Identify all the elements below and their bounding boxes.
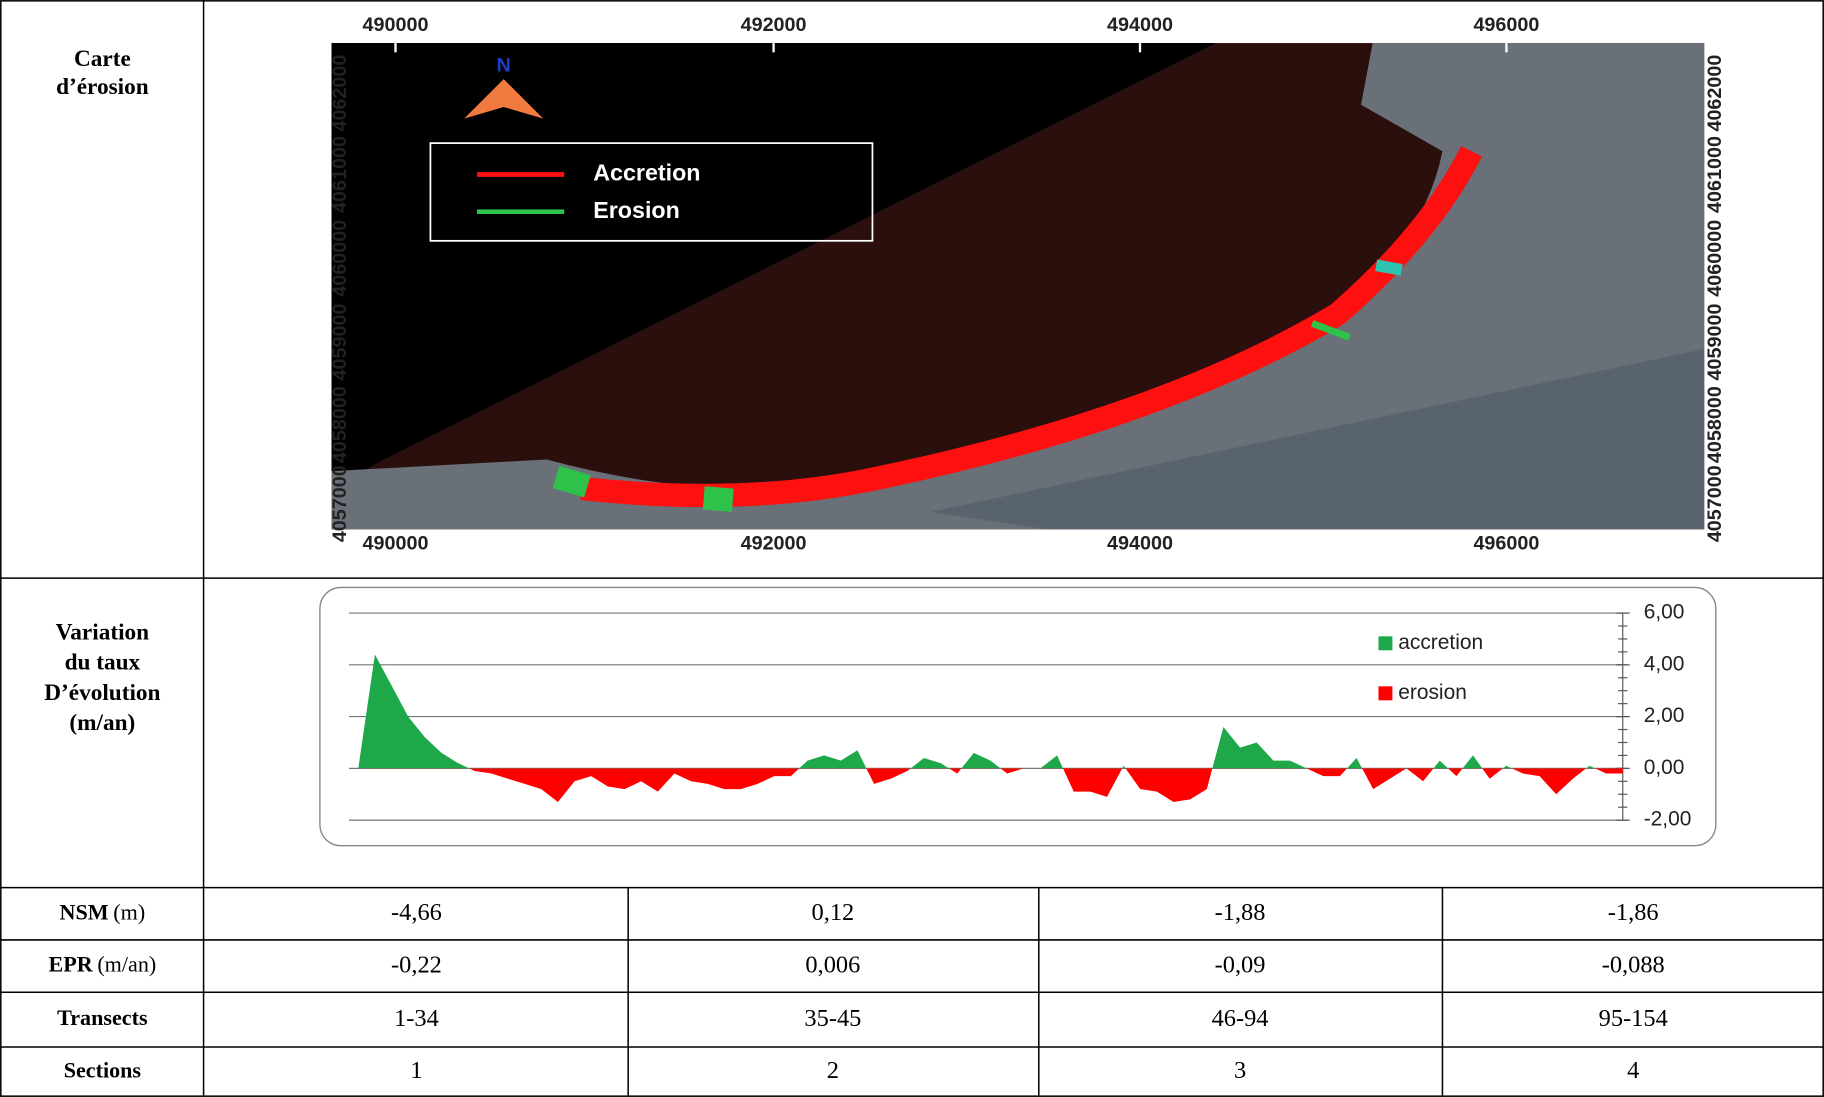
- row-label: D’évolution: [44, 680, 160, 706]
- map-x-label: 490000: [363, 533, 429, 555]
- row-header: NSM (m): [60, 899, 146, 924]
- table-cell: 46-94: [1212, 1005, 1269, 1032]
- map-y-label: 4058000: [329, 386, 351, 463]
- row-label: d’érosion: [56, 74, 149, 100]
- row-header-unit: (m): [113, 899, 145, 924]
- map-y-label: 4058000: [1704, 386, 1726, 463]
- north-label: N: [497, 55, 511, 77]
- table-cell: 0,006: [805, 951, 860, 978]
- row-header: Transects: [57, 1005, 148, 1030]
- map-legend-label: Erosion: [593, 197, 680, 223]
- row-label: Variation: [56, 619, 150, 645]
- land: [331, 43, 1705, 530]
- no-data-area: [331, 43, 1216, 489]
- north-arrow: [464, 79, 544, 119]
- row-header-label: Transects: [57, 1005, 148, 1030]
- table-cell: 2: [827, 1057, 839, 1084]
- row-label: du taux: [65, 650, 141, 676]
- map-x-label: 494000: [1107, 533, 1173, 555]
- y-tick-label: -2,00: [1644, 808, 1692, 831]
- row-header-unit: (m/an): [97, 952, 156, 977]
- y-tick-label: 0,00: [1644, 756, 1685, 779]
- map-y-label: 4060000: [329, 220, 351, 297]
- table-cell: -1,86: [1608, 899, 1659, 926]
- coast-accretion: [580, 146, 1482, 508]
- table-rows: NSM (m) -4,66 0,12 -1,88 -1,86 EPR (m/an) -0,22 0…: [48, 899, 1667, 1084]
- map-y-label: 4057000: [329, 465, 351, 542]
- y-tick-label: 6,00: [1644, 601, 1685, 624]
- map-y-label: 4061000: [1704, 136, 1726, 213]
- map-x-label: 490000: [363, 14, 429, 36]
- y-tick-label: 4,00: [1644, 652, 1685, 675]
- fields: [930, 349, 1705, 530]
- map-x-label: 496000: [1473, 533, 1539, 555]
- table-cell: 0,12: [812, 899, 855, 926]
- map-x-label: 492000: [741, 14, 807, 36]
- map-y-label: 4059000: [1704, 304, 1726, 381]
- table-cell: 1: [410, 1057, 422, 1084]
- coast-erosion: [552, 465, 591, 498]
- map-y-label: 4062000: [329, 55, 351, 132]
- map-x-label: 494000: [1107, 14, 1173, 36]
- row-header: Sections: [64, 1058, 142, 1083]
- map-x-label: 492000: [741, 533, 807, 555]
- table-cell: 1-34: [394, 1005, 439, 1032]
- table-cell: 3: [1234, 1057, 1246, 1084]
- map-x-label: 496000: [1473, 14, 1539, 36]
- coast-erosion: [702, 486, 734, 512]
- table-cell: -0,22: [391, 951, 442, 978]
- row-header-label: EPR: [48, 952, 93, 977]
- table-cell: -0,09: [1215, 951, 1266, 978]
- map-y-label: 4062000: [1704, 55, 1726, 132]
- map-legend-label: Accretion: [593, 160, 700, 186]
- legend-swatch: [1378, 636, 1393, 651]
- table-cell: -0,088: [1602, 951, 1665, 978]
- map-legend-box: [429, 142, 874, 242]
- legend-label: erosion: [1398, 681, 1467, 704]
- map-y-label: 4059000: [329, 304, 351, 381]
- coast-erosion: [1310, 320, 1351, 341]
- row-header: EPR (m/an): [48, 952, 156, 977]
- map-axis-labels: 490000 490000 492000 492000 494000 494000 4960…: [329, 14, 1726, 555]
- table-cell: -4,66: [391, 899, 442, 926]
- erosion-area: [358, 768, 1623, 803]
- row-header-label: NSM: [60, 899, 109, 924]
- table-cell: -1,88: [1215, 899, 1266, 926]
- map-y-label: 4061000: [329, 136, 351, 213]
- erosion-map: N Accretion Erosion: [331, 43, 1705, 530]
- rate-chart: 6,00 4,00 2,00 0,00 -2,00 accretion erosion: [348, 601, 1692, 831]
- map-y-label: 4057000: [1704, 465, 1726, 542]
- row-header-label: Sections: [64, 1058, 142, 1083]
- row-label: Carte: [74, 46, 131, 72]
- row-label: (m/an): [69, 710, 135, 736]
- legend-swatch: [1378, 686, 1393, 701]
- coast-erosion: [1375, 259, 1403, 276]
- table-cell: 95-154: [1599, 1005, 1668, 1032]
- table-cell: 35-45: [804, 1005, 861, 1032]
- legend-label: accretion: [1398, 631, 1483, 654]
- y-tick-label: 2,00: [1644, 704, 1685, 727]
- map-y-label: 4060000: [1704, 220, 1726, 297]
- table-cell: 4: [1627, 1057, 1639, 1084]
